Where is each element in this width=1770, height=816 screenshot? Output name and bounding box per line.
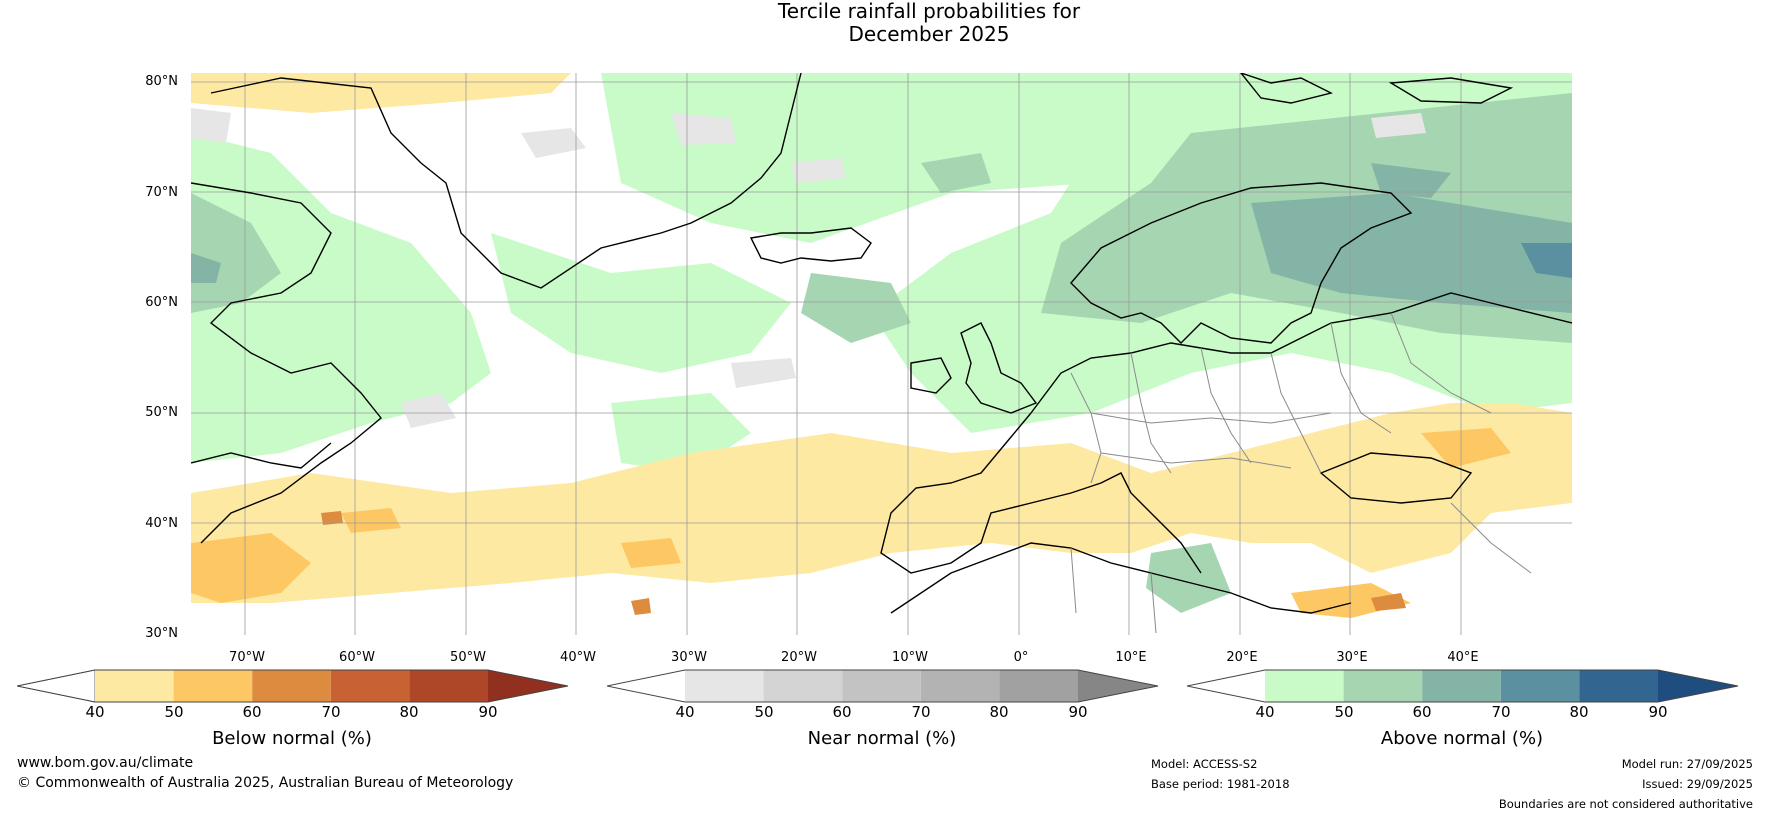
colorbar-near-normal (607, 669, 1159, 703)
cbar-near-tick-90: 90 (1068, 703, 1088, 721)
lon-label-20e: 20°E (1226, 650, 1258, 665)
cbar-near-tick-80: 80 (989, 703, 1009, 721)
lat-label-40n: 40°N (145, 516, 178, 531)
cbar-above-seg-1 (1265, 670, 1344, 702)
cbar-above-seg-3 (1422, 670, 1501, 702)
cbar-near-seg-5 (999, 670, 1078, 702)
lon-label-30w: 30°W (671, 650, 707, 665)
cbar-above-tick-40: 40 (1255, 703, 1275, 721)
cbar-above-tick-60: 60 (1412, 703, 1432, 721)
lon-label-40e: 40°E (1447, 650, 1479, 665)
lon-label-30e: 30°E (1336, 650, 1368, 665)
lon-label-0: 0° (1013, 650, 1029, 665)
cbar-below-tick-90: 90 (478, 703, 498, 721)
cbar-near-label: Near normal (%) (807, 728, 957, 749)
title-line-2: December 2025 (848, 22, 1010, 46)
title-line-1: Tercile rainfall probabilities for (777, 0, 1081, 23)
cbar-below-tick-80: 80 (399, 703, 419, 721)
footer-model: Model: ACCESS-S2 (1151, 757, 1258, 771)
cbar-above-tick-50: 50 (1334, 703, 1354, 721)
cbar-below-seg-2 (173, 670, 253, 702)
lon-label-60w: 60°W (339, 650, 375, 665)
cbar-below-seg-6 (488, 670, 568, 702)
cbar-below-seg-0 (17, 669, 96, 703)
cbar-above-seg-5 (1579, 670, 1658, 702)
lon-label-10w: 10°W (892, 650, 928, 665)
footer-model-run: Model run: 27/09/2025 (1621, 757, 1753, 771)
cbar-above-label: Above normal (%) (1380, 728, 1544, 749)
cbar-below-label: Below normal (%) (212, 728, 372, 749)
lat-label-70n: 70°N (145, 185, 178, 200)
cbar-near-seg-1 (685, 670, 764, 702)
footer-copyright: © Commonwealth of Australia 2025, Austra… (17, 775, 514, 791)
cbar-above-seg-6 (1658, 670, 1738, 702)
above-normal-shading (191, 73, 1572, 613)
cbar-near-seg-0 (607, 670, 685, 702)
cbar-below-seg-4 (330, 670, 410, 702)
gridlines (191, 73, 1572, 635)
cbar-below-seg-5 (409, 670, 488, 702)
cbar-above-seg-2 (1343, 670, 1423, 702)
lat-label-80n: 80°N (145, 74, 178, 89)
lon-label-10e: 10°E (1115, 650, 1147, 665)
footer-website: www.bom.gov.au/climate (17, 755, 194, 771)
colorbar-below-normal (17, 669, 569, 703)
lon-label-40w: 40°W (560, 650, 596, 665)
cbar-near-tick-60: 60 (832, 703, 852, 721)
cbar-below-tick-40: 40 (85, 703, 105, 721)
cbar-above-seg-0 (1187, 670, 1265, 702)
cbar-below-tick-50: 50 (164, 703, 184, 721)
lon-label-70w: 70°W (229, 650, 265, 665)
footer-issued: Issued: 29/09/2025 (1642, 777, 1753, 791)
cbar-near-tick-40: 40 (675, 703, 695, 721)
lat-label-50n: 50°N (145, 405, 178, 420)
below-normal-shading (191, 73, 1572, 618)
lon-label-20w: 20°W (781, 650, 817, 665)
cbar-below-tick-70: 70 (321, 703, 341, 721)
cbar-near-seg-4 (920, 670, 1000, 702)
map-title: Tercile rainfall probabilities for Decem… (0, 0, 1770, 46)
footer-base-period: Base period: 1981-2018 (1151, 777, 1290, 791)
map-svg (191, 73, 1572, 635)
cbar-near-seg-6 (1078, 670, 1158, 702)
coastlines (191, 73, 1572, 614)
cbar-above-tick-90: 90 (1648, 703, 1668, 721)
cbar-below-seg-3 (252, 670, 331, 702)
cbar-near-tick-70: 70 (911, 703, 931, 721)
colorbar-above-normal (1187, 669, 1739, 703)
cbar-near-seg-2 (763, 670, 843, 702)
cbar-near-tick-50: 50 (754, 703, 774, 721)
cbar-near-seg-3 (842, 670, 921, 702)
lon-label-50w: 50°W (450, 650, 486, 665)
country-borders (1070, 312, 1532, 634)
cbar-below-seg-1 (95, 670, 174, 702)
lat-label-30n: 30°N (145, 626, 178, 641)
cbar-above-tick-70: 70 (1491, 703, 1511, 721)
cbar-above-tick-80: 80 (1569, 703, 1589, 721)
cbar-below-tick-60: 60 (242, 703, 262, 721)
rainfall-map (191, 73, 1572, 635)
cbar-above-seg-4 (1500, 670, 1580, 702)
footer-disclaimer: Boundaries are not considered authoritat… (1498, 797, 1753, 811)
lat-label-60n: 60°N (145, 295, 178, 310)
